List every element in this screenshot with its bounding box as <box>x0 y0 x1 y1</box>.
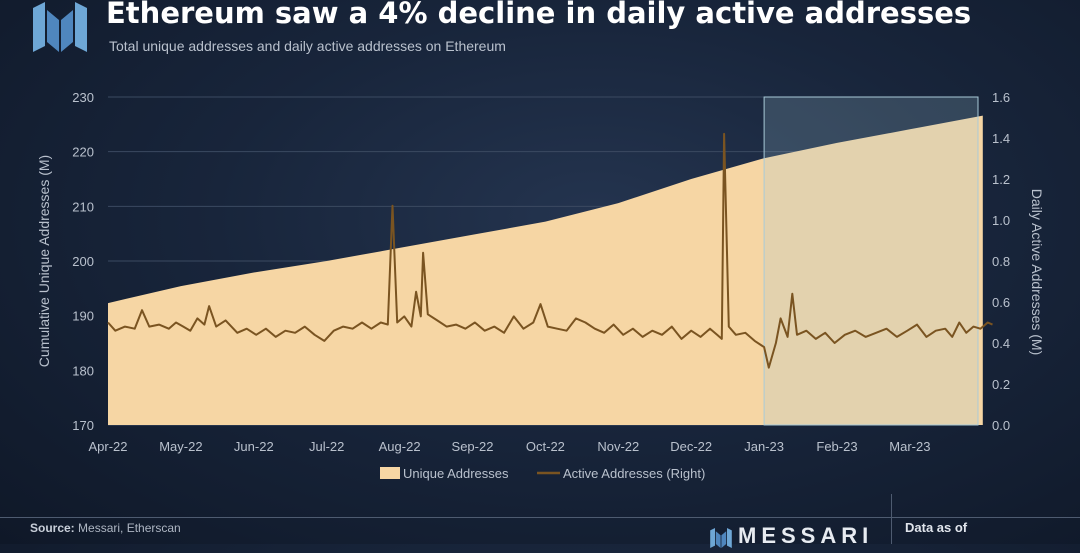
x-tick-label: Aug-22 <box>379 439 421 454</box>
y2-tick-label: 0.0 <box>992 418 1010 433</box>
x-tick-label: Jul-22 <box>309 439 344 454</box>
x-tick-label: Oct-22 <box>526 439 565 454</box>
data-as-of: Data as of <box>905 520 968 535</box>
brand-wordmark: MESSARI <box>738 523 874 548</box>
chart-title: Ethereum saw a 4% decline in daily activ… <box>106 0 972 30</box>
y2-tick-label: 0.8 <box>992 254 1010 269</box>
y-tick-label: 180 <box>72 363 94 378</box>
x-tick-label: Apr-22 <box>88 439 127 454</box>
y2-tick-label: 0.4 <box>992 336 1010 351</box>
y2-tick-label: 0.2 <box>992 377 1010 392</box>
y2-tick-label: 1.0 <box>992 213 1010 228</box>
x-tick-label: Nov-22 <box>597 439 639 454</box>
x-tick-label: Jun-22 <box>234 439 274 454</box>
y-tick-label: 170 <box>72 418 94 433</box>
active-addresses-line <box>107 132 993 369</box>
y2-tick-label: 1.4 <box>992 131 1010 146</box>
legend-label-unique-addresses: Unique Addresses <box>403 466 509 481</box>
footer-divider <box>0 517 1080 518</box>
x-tick-label: May-22 <box>159 439 202 454</box>
messari-brand-icon <box>710 528 732 548</box>
legend-label-active-addresses: Active Addresses (Right) <box>563 466 705 481</box>
x-tick-label: Dec-22 <box>670 439 712 454</box>
y2-tick-label: 1.2 <box>992 172 1010 187</box>
y-tick-label: 190 <box>72 309 94 324</box>
y2-tick-label: 0.6 <box>992 295 1010 310</box>
messari-logo <box>33 2 87 52</box>
y-axis-title: Cumulative Unique Addresses (M) <box>36 155 52 367</box>
y-tick-label: 230 <box>72 90 94 105</box>
footer-vertical-divider <box>891 494 892 544</box>
x-tick-label: Jan-23 <box>744 439 784 454</box>
x-tick-label: Mar-23 <box>889 439 930 454</box>
y-tick-label: 200 <box>72 254 94 269</box>
y-tick-label: 220 <box>72 145 94 160</box>
x-tick-label: Sep-22 <box>452 439 494 454</box>
highlight-region <box>763 96 979 426</box>
source-label: Source: <box>30 521 75 535</box>
area-line-chart: 170 180 190 200 210 220 230 0.0 0.2 0.4 0.6 0.8 1.0 1… <box>36 90 1045 481</box>
x-tick-label: Feb-23 <box>816 439 857 454</box>
source-note: Source: Messari, Etherscan <box>30 521 181 535</box>
chart-subtitle: Total unique addresses and daily active … <box>109 38 506 54</box>
legend-swatch-unique-addresses <box>380 467 400 479</box>
y2-tick-label: 1.6 <box>992 90 1010 105</box>
y2-axis-title: Daily Active Addresses (M) <box>1029 189 1045 356</box>
source-text: Messari, Etherscan <box>78 521 181 535</box>
y-tick-label: 210 <box>72 199 94 214</box>
